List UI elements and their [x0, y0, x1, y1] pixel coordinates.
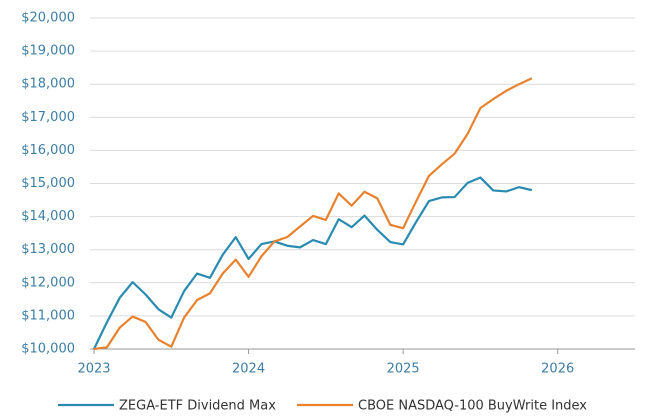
y-tick-label: $11,000	[21, 308, 75, 323]
legend-label: CBOE NASDAQ-100 BuyWrite Index	[358, 399, 587, 414]
x-tick-label: 2023	[77, 362, 110, 377]
x-tick-label: 2025	[387, 362, 420, 377]
series-line	[93, 176, 533, 350]
y-tick-label: $10,000	[21, 342, 75, 357]
y-tick-label: $20,000	[21, 11, 75, 26]
y-tick-label: $19,000	[21, 44, 75, 59]
y-tick-label: $18,000	[21, 77, 75, 92]
y-tick-label: $14,000	[21, 209, 75, 224]
y-tick-label: $16,000	[21, 143, 75, 158]
legend-label: ZEGA-ETF Dividend Max	[119, 399, 276, 414]
y-tick-label: $13,000	[21, 242, 75, 257]
series-line	[93, 77, 533, 351]
x-tick-label: 2024	[232, 362, 265, 377]
y-tick-label: $15,000	[21, 176, 75, 191]
x-tick-label: 2026	[541, 362, 574, 377]
y-tick-label: $12,000	[21, 275, 75, 290]
y-tick-label: $17,000	[21, 110, 75, 125]
